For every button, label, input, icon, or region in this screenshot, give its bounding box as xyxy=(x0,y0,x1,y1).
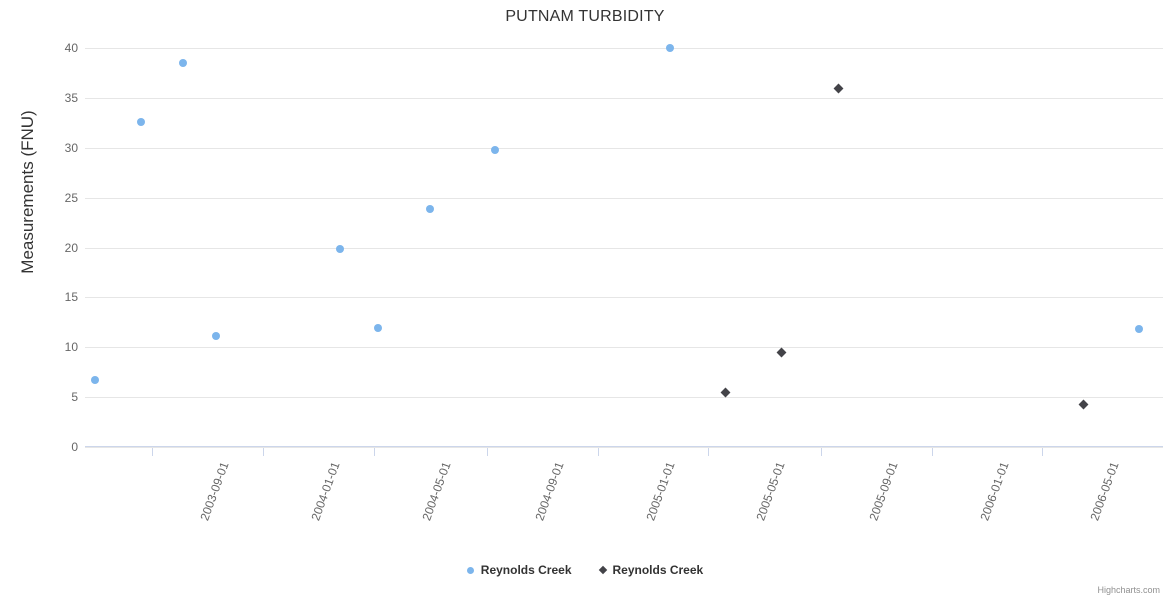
x-axis-tick-label: 2005-01-01 xyxy=(643,460,678,523)
x-axis-tick xyxy=(374,448,376,456)
circle-marker-icon xyxy=(466,566,474,574)
gridline xyxy=(85,48,1163,49)
data-point[interactable] xyxy=(136,117,145,126)
gridline xyxy=(85,197,1163,199)
gridline xyxy=(85,347,1163,349)
y-axis-tick-label: 40 xyxy=(64,41,78,55)
data-point[interactable] xyxy=(776,347,787,358)
credits-link[interactable]: Highcharts.com xyxy=(1097,585,1160,595)
x-axis-tick-label: 2005-05-01 xyxy=(753,460,788,523)
data-point[interactable] xyxy=(373,324,382,333)
gridline xyxy=(85,397,1163,399)
data-point[interactable] xyxy=(490,145,499,154)
y-axis-tick-label: 10 xyxy=(64,340,78,355)
data-point[interactable] xyxy=(425,204,434,213)
y-axis-tick-label: 0 xyxy=(71,440,78,454)
gridline xyxy=(85,147,1163,149)
gridline xyxy=(85,297,1163,299)
x-axis-line xyxy=(85,446,1163,447)
x-axis-tick xyxy=(151,448,153,456)
data-point[interactable] xyxy=(665,44,674,52)
x-axis-tick xyxy=(1042,448,1044,456)
chart-legend: Reynolds Creek Reynolds Creek xyxy=(0,563,1170,577)
y-axis-tick-label: 15 xyxy=(64,290,78,305)
x-axis-tick xyxy=(263,448,265,456)
gridline xyxy=(85,247,1163,249)
diamond-marker-icon xyxy=(598,565,607,575)
y-axis-tick-label: 25 xyxy=(64,190,78,205)
gridline xyxy=(85,447,1163,448)
x-axis-tick-label: 2005-09-01 xyxy=(866,460,901,523)
x-axis-tick-label: 2006-05-01 xyxy=(1087,460,1122,523)
y-axis-tick-label: 30 xyxy=(64,140,78,155)
y-axis-tick-label: 35 xyxy=(64,90,78,105)
legend-item-label: Reynolds Creek xyxy=(612,563,704,577)
x-axis-tick-label: 2003-09-01 xyxy=(197,460,232,523)
x-axis-tick-label: 2006-01-01 xyxy=(977,460,1012,523)
data-point[interactable] xyxy=(1078,399,1089,410)
plot-area xyxy=(85,44,1163,448)
gridline xyxy=(85,97,1163,99)
x-axis-tick xyxy=(820,448,822,456)
y-axis-tick-label: 20 xyxy=(64,240,78,255)
data-point[interactable] xyxy=(336,245,345,254)
x-axis-tick xyxy=(708,448,710,456)
x-axis-labels: 2003-09-01 2004-01-01 2004-05-01 2004-09-01… xyxy=(85,448,1163,558)
legend-item-label: Reynolds Creek xyxy=(480,563,572,577)
x-axis-tick-label: 2004-01-01 xyxy=(308,460,343,523)
data-point[interactable] xyxy=(211,332,220,341)
legend-item-2[interactable]: Reynolds Creek xyxy=(598,563,704,577)
x-axis-tick xyxy=(486,448,488,456)
chart-title: PUTNAM TURBIDITY xyxy=(505,8,665,25)
data-point[interactable] xyxy=(720,387,731,398)
x-axis-tick-label: 2004-05-01 xyxy=(419,460,454,523)
data-point[interactable] xyxy=(178,58,187,67)
x-axis-tick xyxy=(598,448,600,456)
legend-item-1[interactable]: Reynolds Creek xyxy=(466,563,572,577)
x-axis-tick-label: 2004-09-01 xyxy=(532,460,567,523)
y-axis-tick-label: 5 xyxy=(71,390,78,405)
data-point[interactable] xyxy=(1135,325,1144,334)
data-point[interactable] xyxy=(833,83,844,94)
x-axis-tick xyxy=(932,448,934,456)
data-point[interactable] xyxy=(91,376,100,385)
y-axis-labels: 0 5 10 15 20 25 30 35 40 xyxy=(38,41,78,454)
y-axis-title: Measurements (FNU) xyxy=(18,110,37,274)
